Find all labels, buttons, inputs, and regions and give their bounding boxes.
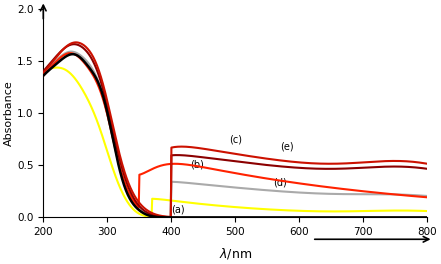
Y-axis label: Absorbance: Absorbance	[4, 80, 14, 146]
Text: (d): (d)	[273, 177, 287, 187]
Text: (c): (c)	[229, 134, 242, 144]
Text: $\lambda$/nm: $\lambda$/nm	[219, 246, 252, 261]
Text: (b): (b)	[191, 159, 204, 169]
Text: (e): (e)	[280, 142, 294, 152]
Text: (a): (a)	[171, 204, 185, 214]
